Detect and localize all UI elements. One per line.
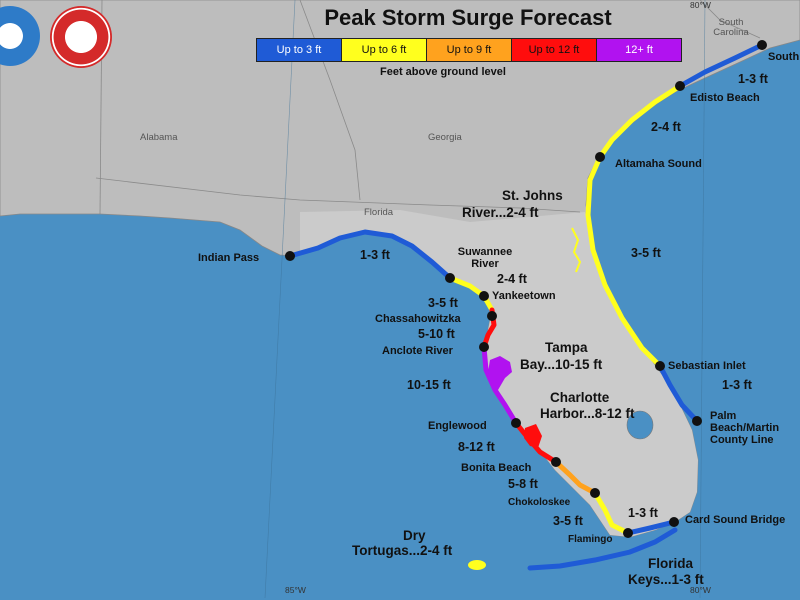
label-chassahowitzka: Chassahowitzka [375,313,461,325]
label-englewood: Englewood [428,420,487,432]
label-card-sound-bridge: Card Sound Bridge [685,514,786,526]
segment-suwannee-yankeetown [447,275,487,299]
coord-top-right: 80°W [690,0,711,10]
point-chokoloskee [590,488,600,498]
seg-tampa-bay-1: Tampa [545,340,588,355]
legend-item-1: Up to 6 ft [342,39,427,61]
point-indian-pass [285,251,295,261]
point-palm-beach [692,416,702,426]
florida-keys-surge [527,527,678,571]
point-edisto-beach [675,81,685,91]
seg-tortugas-1: Dry [403,528,426,543]
point-altamaha-sound [595,152,605,162]
segment-anclote-englewood [481,344,519,426]
seg-englewood-bonita: 8-12 ft [458,440,495,454]
seg-choko-flamingo: 3-5 ft [553,514,583,528]
point-south-santee [757,40,767,50]
legend-item-4: 12+ ft [597,39,681,61]
state-label-georgia: Georgia [428,132,462,143]
seg-edisto-altamaha: 2-4 ft [651,120,681,134]
label-bonita-beach: Bonita Beach [461,462,532,474]
state-label-south-carolina: South Carolina [713,17,749,38]
seg-charlotte-1: Charlotte [550,390,610,405]
charlotte-harbor-surge [524,424,542,448]
point-yankeetown [479,291,489,301]
nws-logo [50,6,112,68]
legend-item-0: Up to 3 ft [257,39,342,61]
label-palm-beach: Palm Beach/Martin County Line [710,410,780,447]
seg-chass-anclote: 5-10 ft [418,327,455,341]
seg-keys-1: Florida [648,556,694,571]
point-bonita-beach [551,457,561,467]
dry-tortugas-surge [468,560,486,570]
seg-keys-2: Keys...1-3 ft [628,572,704,587]
seg-tampa-bay-2: Bay...10-15 ft [520,357,603,372]
breakpoints [285,40,767,538]
seg-sebastian-palm: 1-3 ft [722,378,752,392]
seg-charlotte-2: Harbor...8-12 ft [540,406,635,421]
surge-segments [287,42,765,536]
point-flamingo [623,528,633,538]
label-altamaha-sound: Altamaha Sound [615,158,702,170]
segment-indian-suwannee [287,229,453,281]
point-anclote-river [479,342,489,352]
seg-bonita-choko: 5-8 ft [508,477,538,491]
seg-tortugas-2: Tortugas...2-4 ft [352,543,453,558]
seg-stjohns-1: St. Johns [502,188,563,203]
map-title: Peak Storm Surge Forecast [324,5,612,30]
coord-bottom-right: 80°W [690,585,711,595]
legend-item-3: Up to 12 ft [512,39,597,61]
segment-choko-flamingo [592,490,631,536]
seg-flamingo-card: 1-3 ft [628,506,658,520]
segment-edisto-altamaha [597,83,683,160]
label-yankeetown: Yankeetown [492,290,556,302]
state-label-florida: Florida [364,207,394,218]
point-suwannee-river [445,273,455,283]
legend: Up to 3 ft Up to 6 ft Up to 9 ft Up to 12 f… [256,38,682,62]
label-anclote-river: Anclote River [382,345,453,357]
point-card-sound-bridge [669,517,679,527]
label-edisto-beach: Edisto Beach [690,92,760,104]
segment-sebastian-palm [657,363,700,424]
legend-item-2: Up to 9 ft [427,39,512,61]
tampa-bay-surge [488,356,512,390]
seg-anclote-englewood: 10-15 ft [407,378,451,392]
seg-stjohns-2: River...2-4 ft [462,205,539,220]
segment-santee-edisto [677,42,765,89]
label-suwannee-river: Suwannee River [457,246,513,271]
label-flamingo: Flamingo [568,534,613,545]
segment-altamaha-sebastian [585,154,663,369]
point-englewood [511,418,521,428]
legend-subtitle: Feet above ground level [380,66,506,78]
point-chassahowitzka [487,311,497,321]
state-label-alabama: Alabama [140,132,178,143]
segment-flamingo-card [625,519,677,536]
coord-bottom-left: 85°W [285,585,306,595]
grid-lines [264,0,706,599]
st-johns-river [571,227,582,273]
label-indian-pass: Indian Pass [198,252,260,264]
label-south-santee: South Santee River [768,51,800,63]
segment-bonita-choko [553,459,598,496]
label-sebastian-inlet: Sebastian Inlet [668,360,746,372]
point-sebastian-inlet [655,361,665,371]
seg-altamaha-sebastian: 3-5 ft [631,246,661,260]
seg-suwannee-yankeetown: 2-4 ft [497,272,527,286]
label-chokoloskee: Chokoloskee [508,497,571,508]
lake-okeechobee [626,410,654,440]
seg-santee-edisto: 1-3 ft [738,72,768,86]
seg-yankeetown-chass: 3-5 ft [428,296,458,310]
seg-indian-suwannee: 1-3 ft [360,248,390,262]
